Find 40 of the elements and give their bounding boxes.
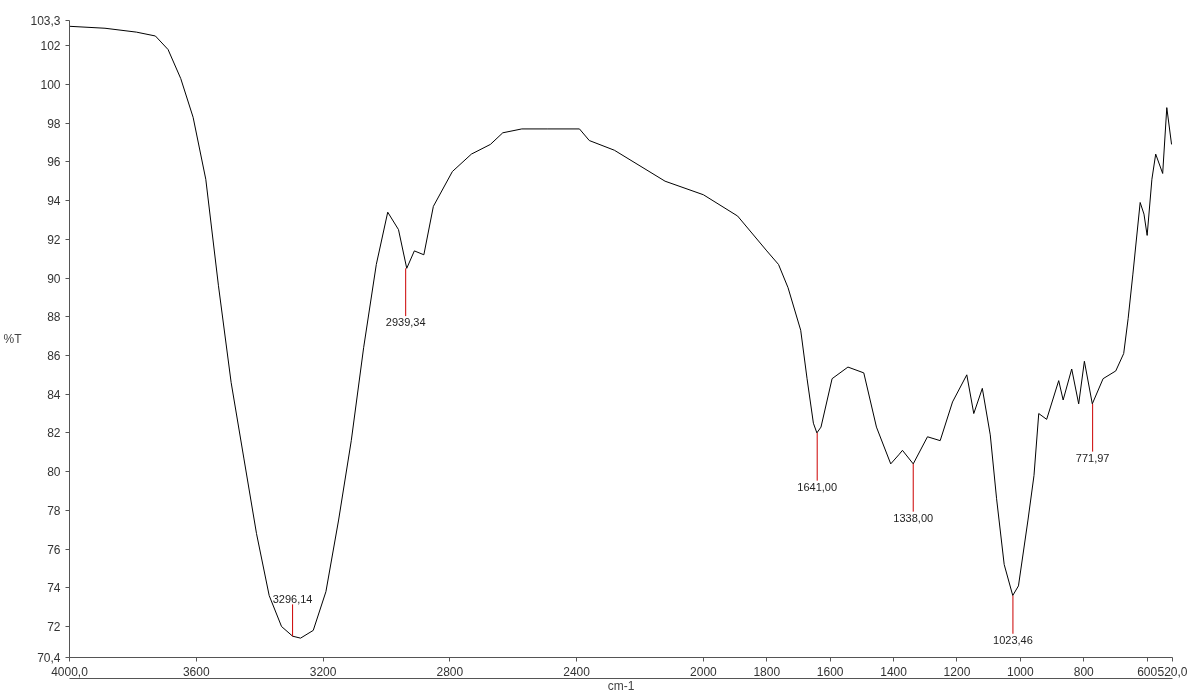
y-tick-label: 96 (47, 155, 61, 170)
y-tick-label: 100 (40, 77, 61, 92)
annotation: 1338,00 (893, 511, 934, 524)
y-tick-label: 102 (40, 39, 61, 54)
x-tick-label: 4000,0 (51, 664, 89, 679)
y-tick-label: 84 (47, 387, 61, 402)
y-tick-label: 90 (47, 271, 61, 286)
x-tick-label: 3200 (309, 664, 337, 679)
x-tick-label: 1600 (816, 664, 844, 679)
x-tick-label: 2800 (436, 664, 464, 679)
y-tick-label: 92 (47, 232, 61, 247)
y-tick-label: 98 (47, 116, 61, 131)
x-tick-label: 2000 (690, 664, 718, 679)
annotation: 3296,14 (272, 593, 313, 606)
x-axis-title: cm-1 (607, 678, 635, 693)
y-tick-label: 74 (47, 581, 61, 596)
x-tick-label: 1200 (943, 664, 971, 679)
x-tick-label: 1400 (880, 664, 908, 679)
y-tick-label: 72 (47, 620, 61, 635)
annotation: 1641,00 (797, 480, 838, 493)
x-tick-label: 2400 (563, 664, 591, 679)
x-tick-label: 800 (1073, 664, 1095, 679)
x-tick-label: 520,0 (1157, 664, 1188, 679)
annotation: 2939,34 (385, 316, 426, 329)
y-tick-label: 82 (47, 426, 61, 441)
x-tick-label: 1800 (753, 664, 781, 679)
x-tick-label: 1000 (1007, 664, 1035, 679)
y-tick-label: 88 (47, 310, 61, 325)
x-tick-label: 600 (1137, 664, 1158, 679)
y-axis-title: %T (3, 332, 23, 346)
y-tick-label: 94 (47, 194, 61, 209)
x-tick-label: 3600 (182, 664, 210, 679)
y-tick-label: 86 (47, 348, 61, 363)
y-tick-label: 76 (47, 542, 61, 557)
annotation: 1023,46 (993, 633, 1033, 646)
y-tick-label: 70,4 (37, 651, 61, 665)
y-tick-label: 78 (47, 503, 61, 518)
y-tick-label: 80 (47, 465, 61, 480)
y-tick-label: 103,3 (30, 14, 61, 28)
annotation: 771,97 (1075, 451, 1110, 464)
